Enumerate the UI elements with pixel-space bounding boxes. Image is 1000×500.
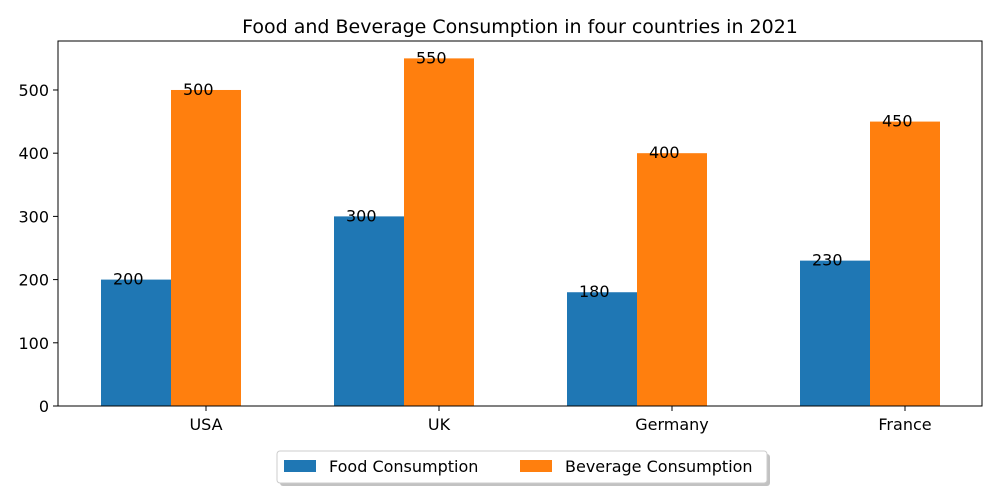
data-label-germany-beverage: 400	[649, 143, 680, 162]
bar-france-beverage	[870, 121, 940, 407]
x-tick-label-germany: Germany	[635, 415, 709, 434]
data-label-uk-food: 300	[346, 206, 377, 225]
data-label-france-food: 230	[812, 251, 843, 270]
y-axis: 0 100 200 300 400 500	[18, 81, 58, 416]
x-axis: USA UK Germany France	[189, 406, 932, 434]
legend-swatch-food	[284, 460, 316, 472]
y-tick-label-500: 500	[18, 81, 49, 100]
y-tick-label-0: 0	[39, 397, 49, 416]
y-tick-label-300: 300	[18, 207, 49, 226]
data-label-usa-food: 200	[113, 270, 144, 289]
bar-usa-beverage	[171, 89, 241, 407]
legend-label-beverage: Beverage Consumption	[565, 457, 753, 476]
chart-title: Food and Beverage Consumption in four co…	[242, 16, 798, 38]
legend-swatch-beverage	[520, 460, 552, 472]
bar-uk-beverage	[404, 58, 474, 406]
bar-germany-food	[567, 292, 637, 406]
bar-france-food	[800, 260, 870, 406]
x-tick-label-france: France	[878, 415, 931, 434]
plot-frame	[57, 40, 983, 407]
data-label-usa-beverage: 500	[183, 80, 214, 99]
data-label-uk-beverage: 550	[416, 48, 447, 67]
y-tick-label-100: 100	[18, 334, 49, 353]
data-labels-group: 200 500 300 550 180 400 230 450	[113, 48, 913, 301]
bar-germany-beverage	[637, 153, 707, 406]
x-tick-label-usa: USA	[189, 415, 222, 434]
y-tick-label-200: 200	[18, 271, 49, 290]
bar-usa-food	[101, 279, 171, 406]
bar-uk-food	[334, 216, 404, 406]
y-tick-label-400: 400	[18, 144, 49, 163]
data-label-france-beverage: 450	[882, 112, 913, 131]
bars-group	[101, 58, 940, 407]
x-tick-label-uk: UK	[428, 415, 451, 434]
legend: Food Consumption Beverage Consumption	[276, 450, 770, 486]
legend-label-food: Food Consumption	[329, 457, 478, 476]
data-label-germany-food: 180	[579, 282, 610, 301]
